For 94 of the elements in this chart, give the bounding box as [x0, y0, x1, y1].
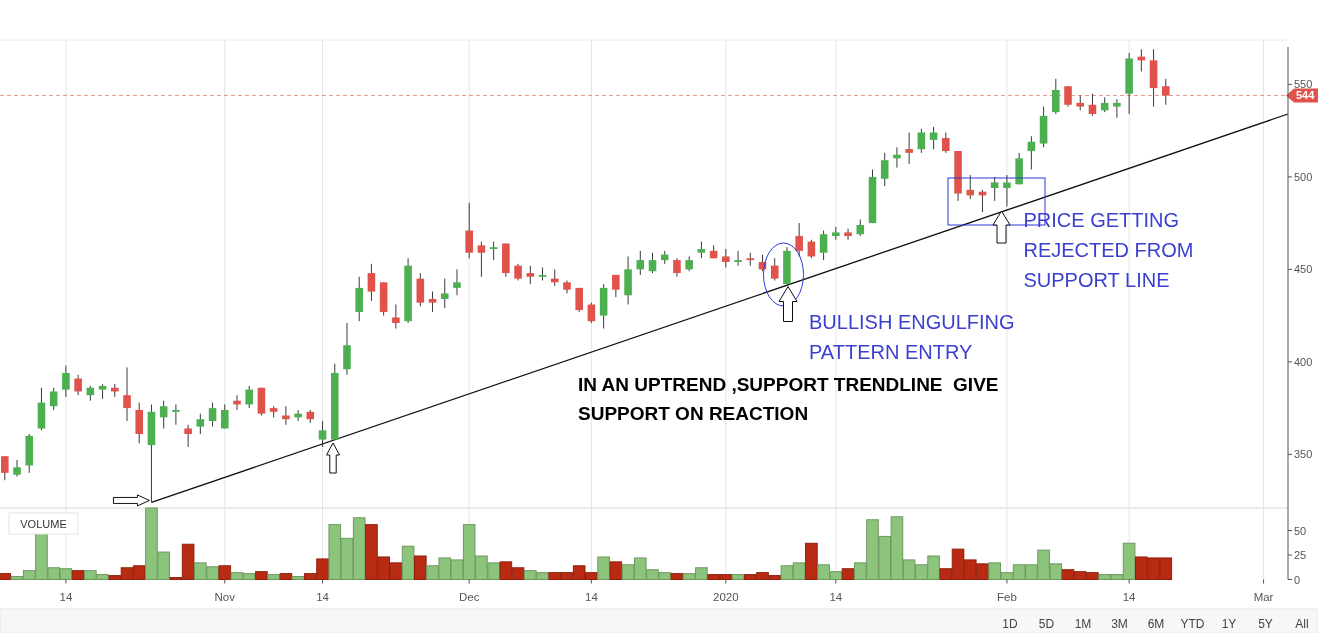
text: 6M [1147, 617, 1165, 631]
y-tick-label: 400 [1294, 355, 1313, 368]
x-tick-label: 14 [829, 591, 843, 603]
bar [279, 573, 293, 580]
x-tick-label: Mar [1253, 591, 1274, 603]
candlestick [1052, 78, 1060, 115]
annotation: BULLISH ENGULFING PATTERN ENTRY [809, 310, 1015, 363]
y-tick-label: 50 [1294, 524, 1307, 537]
bar [401, 545, 415, 580]
candlestick [575, 287, 583, 313]
candlestick [440, 278, 449, 309]
candlestick [770, 257, 779, 281]
candlestick [208, 402, 217, 428]
bar [71, 570, 85, 580]
candlestick [367, 263, 376, 302]
candlestick [245, 385, 254, 409]
text: All [1295, 617, 1309, 631]
candlestick [966, 174, 975, 200]
y-tick-label: 450 [1294, 263, 1313, 276]
candlestick [819, 230, 828, 261]
candlestick [844, 228, 852, 241]
y-tick-label: 350 [1294, 448, 1313, 461]
y-tick-label: 25 [1294, 549, 1307, 562]
text: 1M [1074, 617, 1092, 631]
text: 5D [1038, 617, 1055, 631]
candlestick [917, 128, 926, 154]
candlestick [489, 241, 498, 261]
candlestick [929, 126, 938, 150]
candlestick [74, 374, 82, 396]
candlestick [648, 252, 657, 274]
candlestick [62, 365, 70, 398]
x-tick-label: 2020 [713, 591, 739, 603]
candlestick [942, 131, 950, 154]
bar [841, 568, 855, 580]
bar [267, 574, 280, 580]
candlestick [172, 403, 180, 426]
y-tick-label: 500 [1294, 170, 1313, 183]
candlestick [636, 250, 645, 276]
candlestick [392, 304, 400, 330]
candlestick [49, 387, 58, 411]
candlestick [1113, 98, 1121, 119]
x-tick-label: 14 [585, 591, 599, 603]
candlestick [1003, 174, 1011, 207]
text: 5Y [1258, 617, 1273, 631]
candlestick [453, 268, 461, 296]
x-tick-label: Nov [214, 591, 236, 603]
annotation: PRICE GETTING REJECTED FROM SUPPORT LINE [1023, 209, 1194, 291]
y-tick-label: 550 [1294, 78, 1313, 91]
candlestick [465, 202, 473, 259]
candlestick [220, 403, 229, 429]
bar [0, 573, 12, 580]
annotation: IN AN UPTREND ,SUPPORT TRENDLINE GIVE SUPPORT ON REACTION [578, 374, 999, 424]
bar [609, 561, 623, 580]
candlestick [673, 257, 681, 278]
text: YTD [1180, 617, 1205, 631]
candlestick [880, 152, 889, 187]
candlestick [184, 424, 192, 448]
candlestick [13, 459, 21, 478]
text: VOLUME [20, 517, 67, 530]
x-tick-label: 14 [59, 591, 73, 603]
y-tick-label: 0 [1294, 573, 1301, 586]
candlestick [1027, 135, 1036, 170]
text: 1Y [1221, 617, 1237, 631]
candlestick [196, 413, 205, 435]
candlestick [1064, 85, 1072, 108]
bar [255, 571, 268, 580]
candlestick [477, 241, 486, 278]
candlestick [722, 248, 730, 269]
ref-line-label: 544 [1296, 89, 1316, 102]
bar [805, 542, 818, 580]
bar [731, 574, 745, 580]
candlestick [428, 291, 437, 313]
x-tick-label: 14 [1122, 591, 1137, 603]
bar [414, 555, 427, 580]
x-tick-label: 14 [316, 591, 330, 603]
candlestick [795, 222, 803, 257]
candlestick [905, 131, 913, 165]
candlestick [990, 176, 999, 202]
candlestick [734, 250, 742, 267]
candlestick [526, 265, 535, 285]
candlestick [159, 400, 168, 429]
text: 3M [1111, 617, 1128, 631]
bar [597, 556, 610, 580]
candlestick [123, 366, 131, 422]
candlestick [1088, 93, 1097, 117]
x-tick-label: Dec [458, 591, 480, 603]
candlestick [1162, 78, 1170, 106]
x-tick-label: Feb [997, 591, 1017, 603]
bar [291, 576, 305, 580]
bar [670, 573, 684, 580]
candlestick [318, 420, 327, 448]
text: 1D [1002, 617, 1018, 631]
bar [218, 565, 232, 580]
candlestick [1, 455, 9, 481]
